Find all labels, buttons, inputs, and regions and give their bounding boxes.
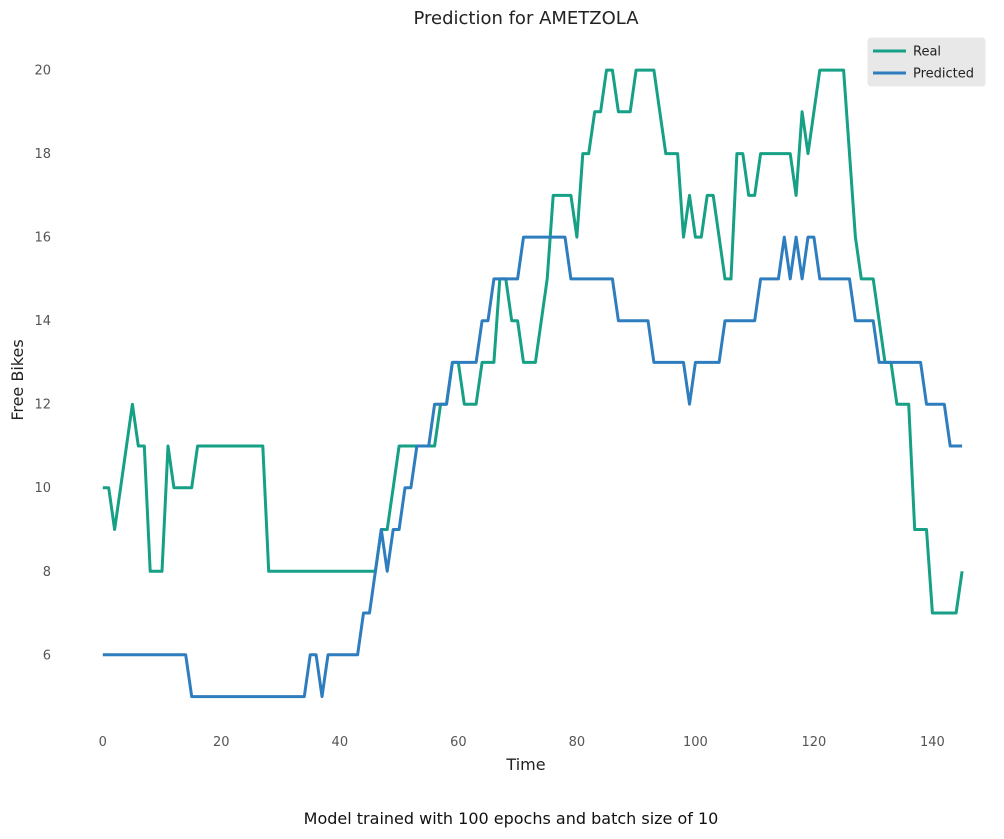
x-tick-label: 120 <box>802 735 827 750</box>
y-tick-label: 10 <box>34 481 51 496</box>
legend-label-real: Real <box>913 45 941 60</box>
x-tick-label: 20 <box>213 735 230 750</box>
y-tick-label: 18 <box>34 147 51 162</box>
chart-caption: Model trained with 100 epochs and batch … <box>304 809 719 828</box>
x-tick-label: 40 <box>332 735 349 750</box>
y-tick-label: 20 <box>34 64 51 79</box>
x-tick-label: 60 <box>450 735 467 750</box>
series-layer <box>102 68 964 699</box>
x-tick-label: 80 <box>569 735 586 750</box>
chart-title: Prediction for AMETZOLA <box>413 8 639 29</box>
x-axis-ticks: 0 20 40 60 80 100 120 140 <box>99 735 945 750</box>
series-line-real <box>102 68 964 615</box>
y-tick-label: 16 <box>34 231 51 246</box>
y-axis-label: Free Bikes <box>8 339 27 420</box>
x-tick-label: 100 <box>683 735 708 750</box>
y-tick-label: 6 <box>43 648 51 663</box>
y-axis-ticks: 6 8 10 12 14 16 18 20 <box>34 64 51 664</box>
x-axis-label: Time <box>505 755 545 774</box>
series-line-predicted <box>102 235 963 699</box>
y-tick-label: 12 <box>34 398 51 413</box>
x-tick-label: 0 <box>99 735 107 750</box>
legend: Real Predicted <box>867 37 986 87</box>
x-tick-label: 140 <box>920 735 945 750</box>
legend-label-predicted: Predicted <box>913 67 974 82</box>
y-tick-label: 8 <box>43 565 51 580</box>
y-tick-label: 14 <box>34 314 51 329</box>
